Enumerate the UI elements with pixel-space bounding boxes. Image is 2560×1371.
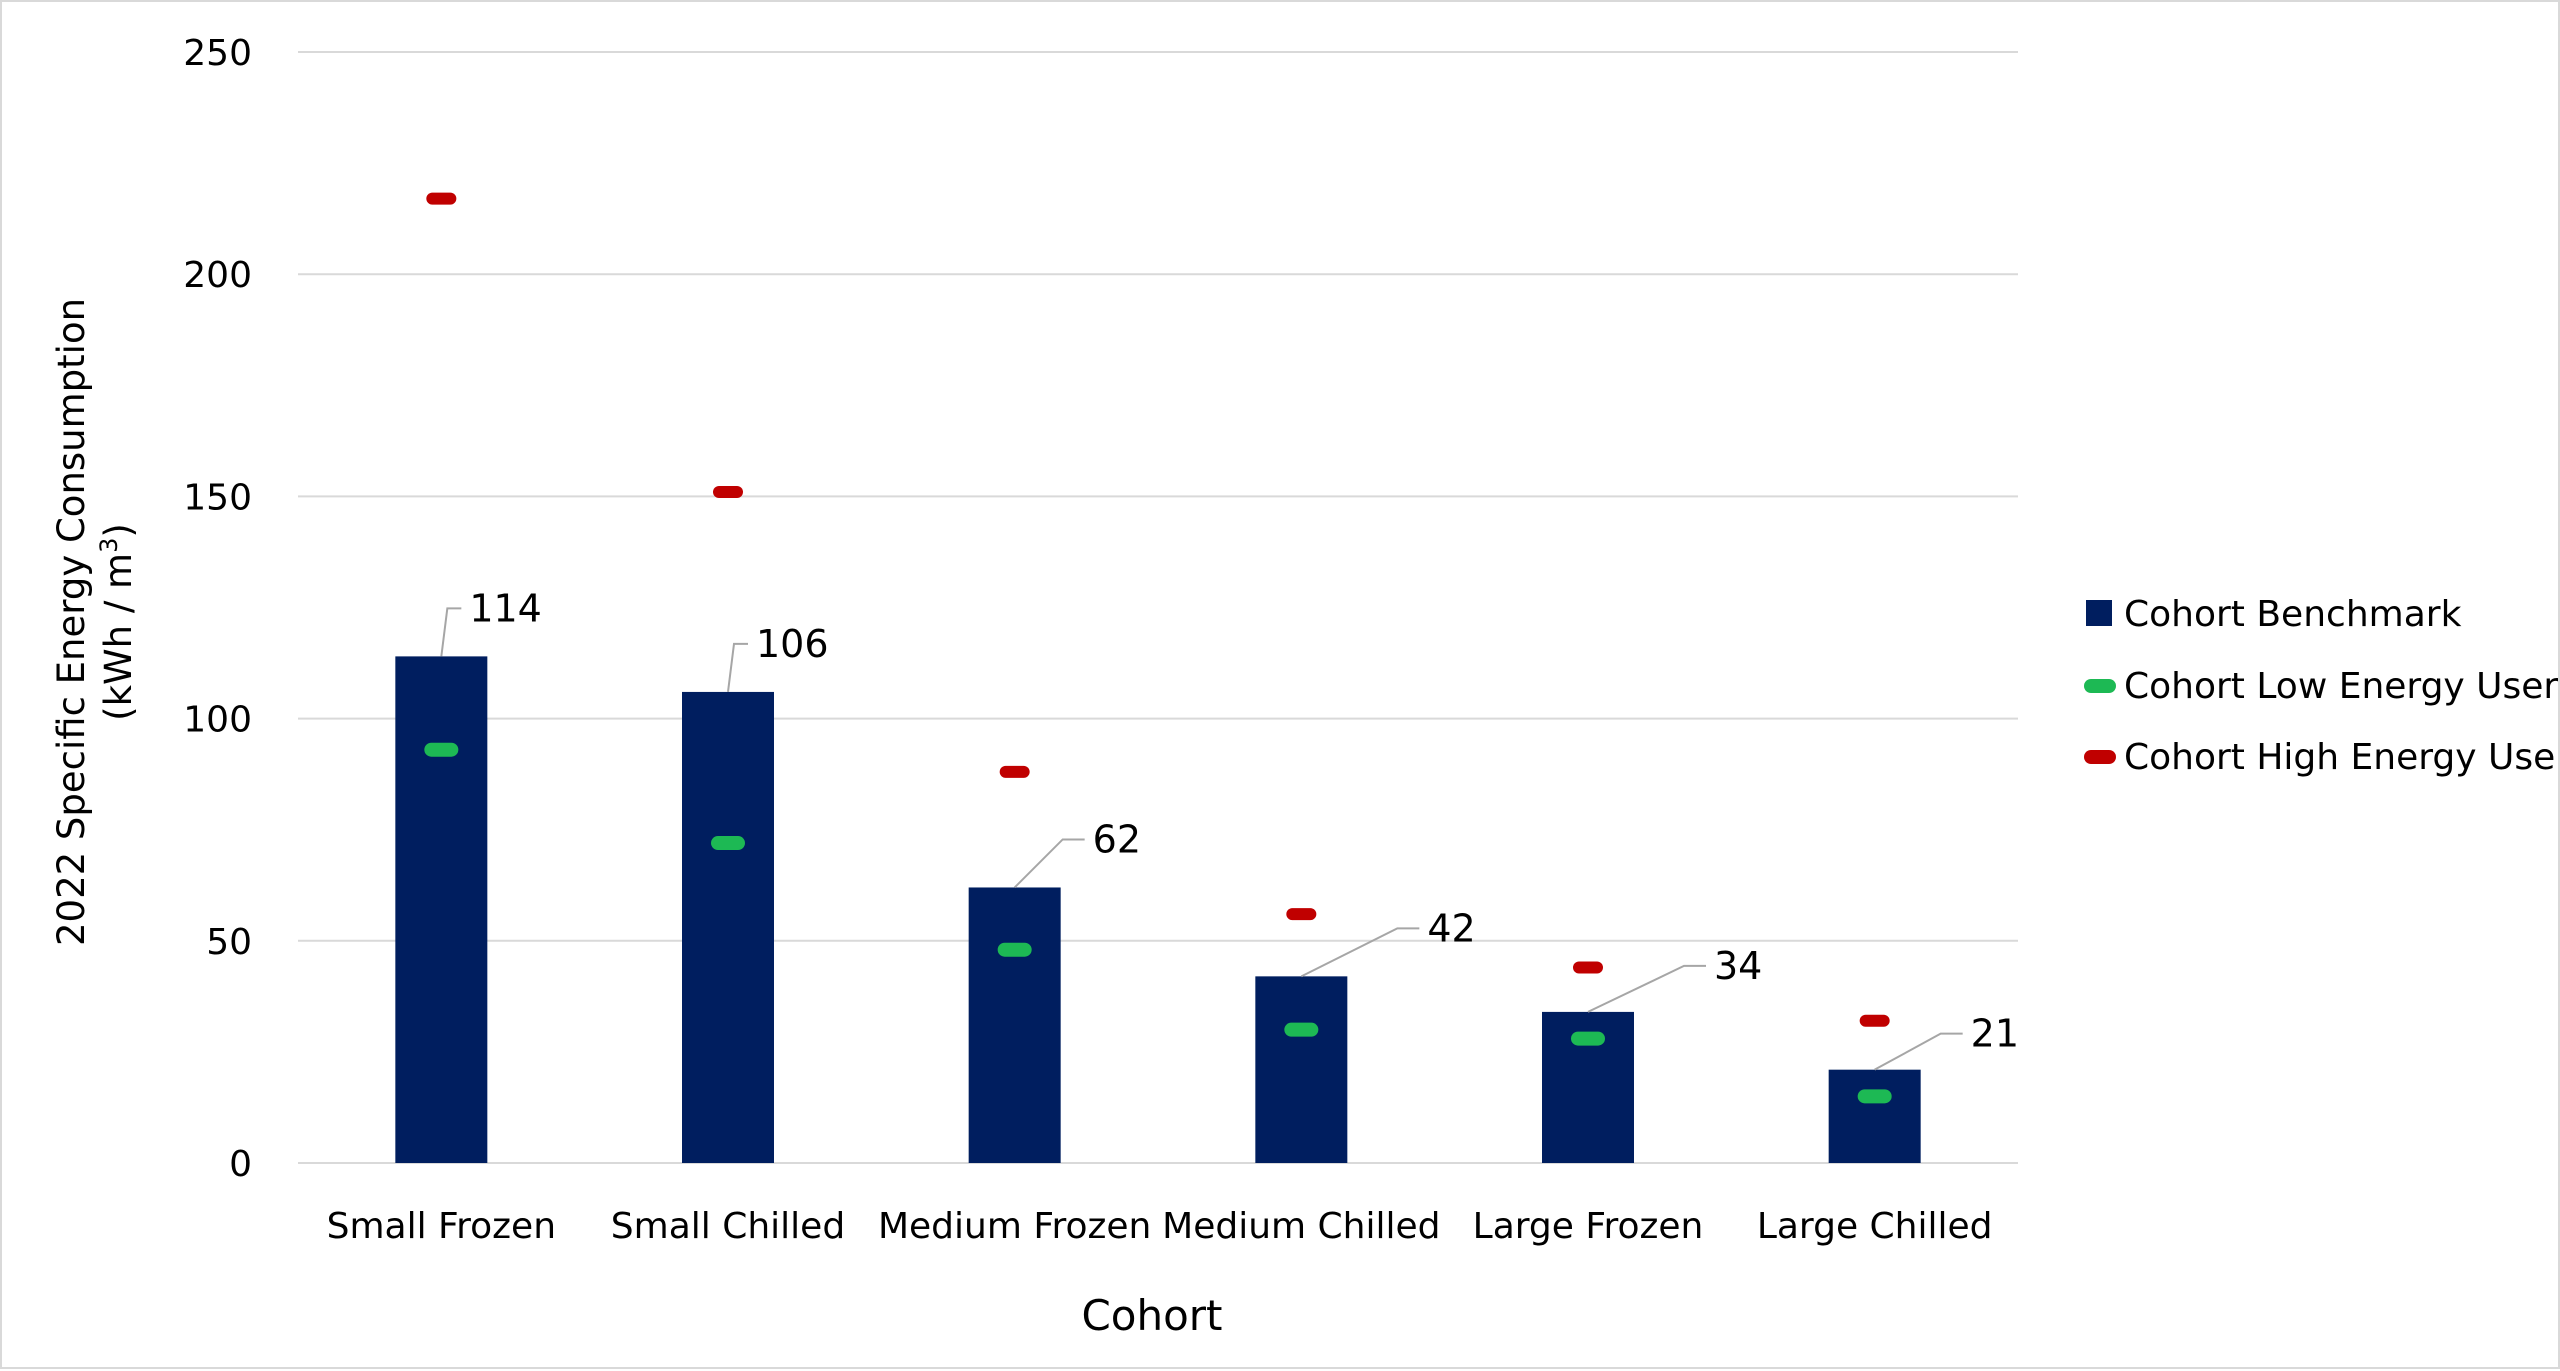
y-axis-title-line2-suffix: ): [97, 523, 140, 537]
data-label-0: 114: [469, 586, 542, 630]
leader-line-3: [1300, 927, 1420, 978]
high-energy-marker-5: [1859, 1014, 1890, 1027]
data-label-1: 106: [756, 622, 829, 666]
y-axis-title-line2-prefix: (kWh / m: [97, 553, 140, 721]
y-axis-ticks: 0 50 100 150 200 250: [183, 33, 252, 1185]
legend-label-2: Cohort High Energy User: [2124, 737, 2558, 778]
high-energy-marker-2: [999, 765, 1030, 778]
x-category-label-0: Small Frozen: [327, 1206, 556, 1247]
y-tick-label: 150: [183, 477, 252, 518]
x-category-label-3: Medium Chilled: [1162, 1206, 1440, 1247]
x-category-label-1: Small Chilled: [611, 1206, 845, 1247]
low-energy-marker-1: [711, 836, 745, 851]
y-axis-title-line2: (kWh / m3): [95, 523, 140, 721]
markers: [424, 192, 1892, 1104]
high-energy-marker-3: [1286, 908, 1317, 921]
bar-1: [682, 691, 774, 1163]
leader-line-5: [1874, 1032, 1963, 1071]
bar-2: [968, 887, 1061, 1163]
x-category-label-5: Large Chilled: [1757, 1206, 1993, 1247]
bars: [395, 656, 1921, 1163]
low-energy-marker-5: [1857, 1089, 1892, 1104]
bar-3: [1255, 976, 1348, 1163]
y-tick-label: 100: [183, 700, 252, 741]
y-tick-label: 250: [183, 33, 252, 74]
x-axis-title: Cohort: [1081, 1291, 1222, 1340]
data-label-2: 62: [1093, 817, 1141, 861]
y-axis-title-line1: 2022 Specific Energy Consumption: [50, 298, 93, 946]
x-axis-categories: Small Frozen Small Chilled Medium Frozen Me…: [327, 1206, 1993, 1247]
x-category-label-4: Large Frozen: [1473, 1206, 1704, 1247]
leader-line-1: [727, 642, 748, 693]
legend-label-0: Cohort Benchmark: [2124, 594, 2462, 635]
low-energy-marker-4: [1571, 1031, 1605, 1046]
legend-swatch-1: [2084, 679, 2116, 693]
data-label-4: 34: [1714, 944, 1762, 988]
high-energy-marker-1: [713, 485, 743, 498]
data-labels: 114 106 62 42 34 21: [469, 586, 2019, 1055]
leader-line-0: [440, 607, 462, 657]
data-label-3: 42: [1427, 906, 1475, 950]
y-axis-title-superscript: 3: [95, 538, 123, 553]
y-tick-label: 200: [183, 255, 252, 296]
leader-lines: [440, 607, 1963, 1071]
leader-line-4: [1587, 964, 1706, 1013]
legend: Cohort Benchmark Cohort Low Energy User Co…: [2084, 594, 2560, 778]
gridlines: [298, 51, 2018, 1164]
bar-5: [1828, 1069, 1921, 1163]
y-tick-label: 50: [206, 922, 252, 963]
legend-swatch-2: [2084, 750, 2116, 764]
y-axis-title: 2022 Specific Energy Consumption (kWh / …: [50, 298, 140, 946]
bar-0: [395, 656, 488, 1163]
high-energy-marker-4: [1573, 961, 1603, 974]
low-energy-marker-3: [1284, 1022, 1319, 1037]
low-energy-marker-0: [424, 742, 459, 757]
low-energy-marker-2: [997, 942, 1032, 957]
y-tick-label: 0: [229, 1144, 252, 1185]
legend-swatch-0: [2086, 600, 2112, 626]
leader-line-2: [1013, 838, 1085, 889]
x-category-label-2: Medium Frozen: [878, 1206, 1151, 1247]
data-label-5: 21: [1971, 1012, 2019, 1056]
legend-label-1: Cohort Low Energy User: [2124, 666, 2558, 707]
high-energy-marker-0: [426, 192, 457, 205]
